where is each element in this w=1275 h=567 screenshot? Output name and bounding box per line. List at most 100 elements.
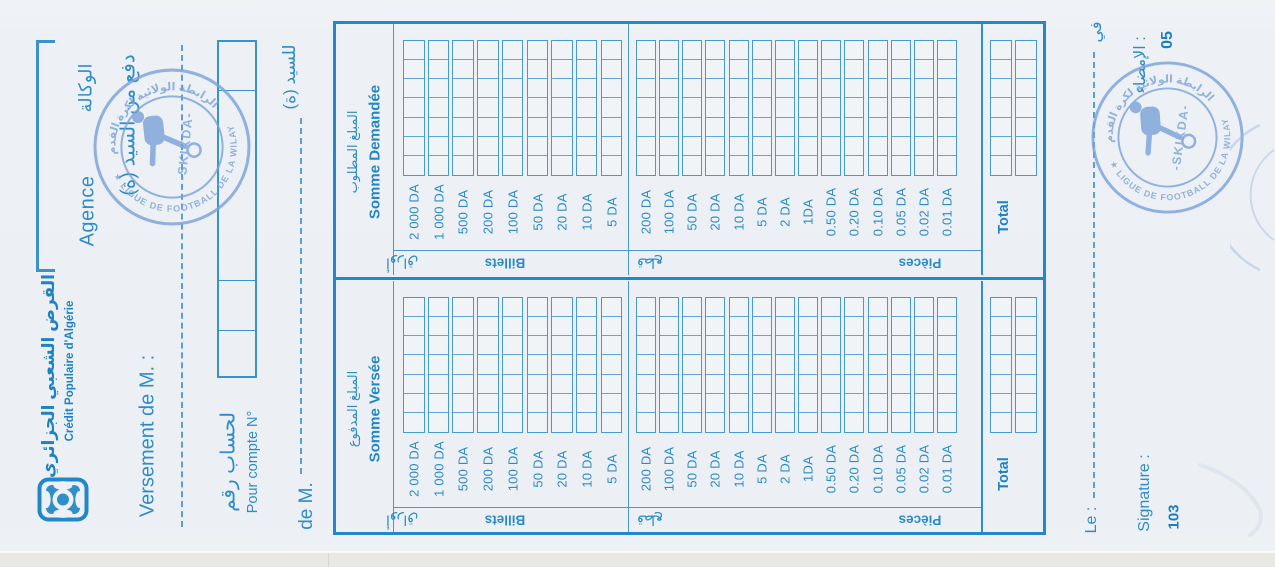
denomination-label: 0.02 DA bbox=[916, 444, 932, 494]
piece-count-strip bbox=[636, 40, 656, 176]
denomination-label: 20 DA bbox=[554, 193, 570, 231]
count-cell bbox=[683, 413, 701, 432]
count-cell bbox=[706, 41, 725, 61]
count-cell bbox=[729, 79, 748, 99]
count-cell bbox=[637, 355, 655, 375]
count-cell bbox=[552, 79, 572, 99]
count-cell bbox=[752, 98, 771, 118]
count-cell bbox=[1016, 336, 1036, 356]
count-cell bbox=[729, 336, 748, 356]
count-cell bbox=[845, 79, 864, 99]
date-label-arabic: في bbox=[1088, 21, 1105, 43]
count-cell bbox=[552, 375, 572, 394]
count-cell bbox=[453, 41, 473, 61]
count-cell bbox=[1016, 394, 1036, 413]
denominations-table: المبلغ المطلوب Somme Demandée 2 000 DA 1 00… bbox=[333, 21, 1046, 535]
denomination-label: 10 DA bbox=[579, 193, 595, 231]
denomination-label: 50 DA bbox=[530, 450, 545, 488]
count-cell bbox=[937, 317, 956, 337]
count-cell bbox=[502, 375, 523, 394]
denomination-label: 200 DA bbox=[638, 446, 654, 492]
count-cell bbox=[1016, 156, 1036, 175]
count-cell bbox=[1016, 317, 1036, 337]
form-code-bottom: 103 bbox=[1165, 504, 1183, 530]
count-cell bbox=[660, 298, 679, 318]
billet-count-strip bbox=[600, 40, 623, 176]
piece-count-strip bbox=[867, 40, 888, 176]
total-count-strip bbox=[1015, 297, 1037, 433]
denomination-label: 5 DA bbox=[604, 197, 620, 227]
count-cell bbox=[706, 118, 725, 137]
count-cell bbox=[453, 137, 473, 156]
slip-paper bbox=[0, 0, 1275, 551]
count-cell bbox=[503, 413, 523, 432]
count-cell bbox=[478, 60, 498, 80]
bank-name-arabic: القرض الشعبي الجزائري bbox=[39, 274, 58, 478]
count-cell bbox=[937, 118, 956, 137]
count-cell bbox=[937, 355, 956, 375]
count-cell bbox=[404, 336, 424, 356]
billet-count-strip bbox=[551, 297, 573, 433]
count-cell bbox=[822, 355, 841, 375]
form-code-top: 05 bbox=[1159, 31, 1176, 49]
count-cell bbox=[1016, 79, 1036, 99]
count-cell bbox=[637, 156, 655, 175]
count-cell bbox=[822, 98, 841, 118]
count-cell bbox=[914, 298, 933, 318]
count-cell bbox=[453, 375, 473, 394]
count-cell bbox=[683, 137, 702, 156]
count-cell bbox=[576, 98, 597, 118]
count-cell bbox=[683, 41, 702, 61]
count-cell bbox=[601, 137, 622, 156]
piece-count-strip bbox=[751, 297, 772, 433]
piece-count-strip bbox=[890, 40, 911, 176]
count-cell bbox=[775, 79, 794, 99]
count-cell bbox=[822, 79, 841, 99]
count-cell bbox=[1016, 413, 1036, 432]
count-cell bbox=[637, 41, 655, 61]
count-cell bbox=[868, 298, 887, 318]
count-cell bbox=[868, 355, 887, 375]
count-cell bbox=[1016, 137, 1036, 156]
count-cell bbox=[891, 394, 910, 413]
count-cell bbox=[868, 375, 887, 394]
count-cell bbox=[1016, 375, 1036, 394]
count-cell bbox=[775, 394, 794, 413]
count-cell bbox=[914, 317, 933, 337]
count-cell bbox=[527, 336, 547, 356]
count-cell bbox=[576, 298, 597, 318]
count-cell bbox=[552, 41, 572, 61]
count-cell bbox=[822, 41, 841, 61]
count-cell bbox=[991, 355, 1011, 375]
count-cell bbox=[502, 394, 523, 413]
football-league-stamp-right: الرابطة الولائية لكرة القدم ★ LIGUE DE F… bbox=[1089, 59, 1246, 216]
svg-text:-SKIKDA-: -SKIKDA- bbox=[1169, 103, 1192, 171]
count-cell bbox=[660, 413, 678, 432]
denomination-label: 1 000 DA bbox=[431, 441, 447, 497]
count-cell bbox=[637, 413, 655, 432]
count-cell bbox=[845, 355, 864, 375]
section-title-french: Somme Demandée bbox=[366, 84, 384, 220]
count-cell bbox=[868, 60, 887, 80]
count-cell bbox=[706, 355, 725, 375]
billets-pieces-separator bbox=[628, 24, 629, 275]
count-cell bbox=[601, 336, 622, 356]
denomination-label: 20 DA bbox=[707, 193, 723, 231]
count-cell bbox=[637, 79, 655, 99]
denomination-label: 0.50 DA bbox=[823, 187, 839, 237]
count-cell bbox=[799, 156, 817, 175]
count-cell bbox=[937, 394, 956, 413]
denomination-label: 20 DA bbox=[554, 450, 570, 488]
denomination-label: 50 DA bbox=[530, 193, 545, 231]
count-cell bbox=[660, 118, 679, 137]
count-cell bbox=[845, 317, 864, 337]
count-cell bbox=[775, 336, 794, 356]
count-cell bbox=[601, 41, 622, 61]
agency-stamp-bracket bbox=[36, 40, 55, 272]
count-cell bbox=[729, 298, 748, 318]
denomination-label: 200 DA bbox=[480, 446, 496, 492]
count-cell bbox=[502, 118, 523, 137]
count-cell bbox=[683, 60, 702, 80]
piece-count-strip bbox=[936, 297, 957, 433]
count-cell bbox=[845, 137, 864, 156]
